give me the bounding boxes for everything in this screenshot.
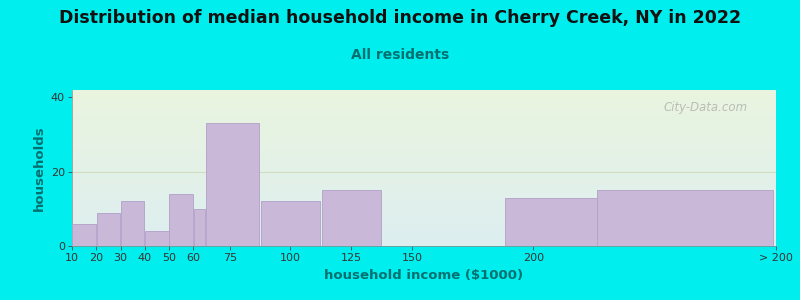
X-axis label: household income ($1000): household income ($1000) xyxy=(325,268,523,281)
Bar xyxy=(206,123,259,246)
Bar xyxy=(72,224,96,246)
Bar xyxy=(505,198,622,246)
Bar xyxy=(97,213,120,246)
Text: City-Data.com: City-Data.com xyxy=(664,101,748,114)
Bar xyxy=(194,209,206,246)
Bar xyxy=(170,194,193,246)
Bar xyxy=(597,190,774,246)
Text: All residents: All residents xyxy=(351,48,449,62)
Bar xyxy=(322,190,381,246)
Bar xyxy=(121,201,145,246)
Bar xyxy=(261,201,320,246)
Text: Distribution of median household income in Cherry Creek, NY in 2022: Distribution of median household income … xyxy=(59,9,741,27)
Bar xyxy=(145,231,169,246)
Y-axis label: households: households xyxy=(32,125,46,211)
